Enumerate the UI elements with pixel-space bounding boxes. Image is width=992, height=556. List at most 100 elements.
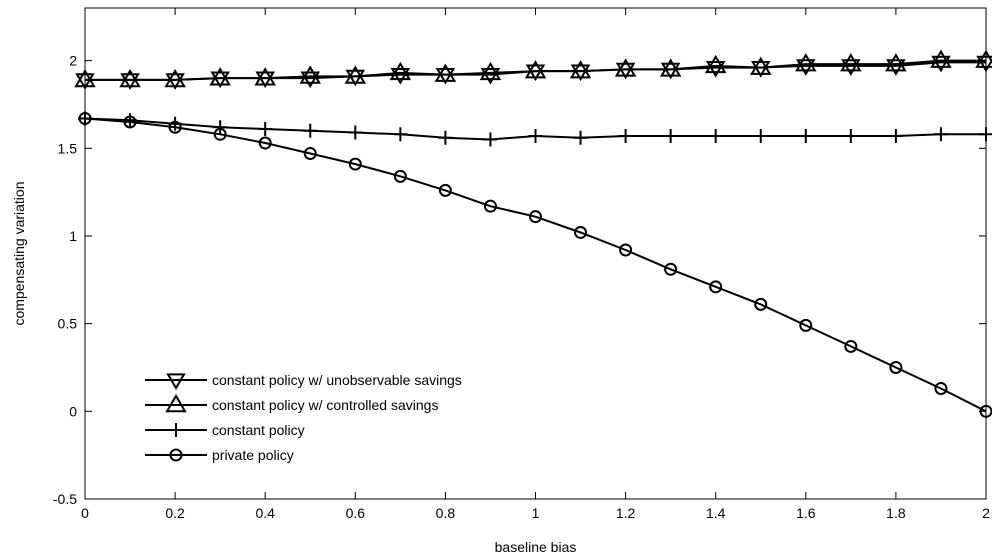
data-point-triangle-down [705,61,726,78]
data-point-triangle-down [480,68,501,85]
legend: constant policy w/ unobservable savings c… [145,372,462,463]
data-point-triangle-up [434,63,457,82]
data-point-triangle-up [164,68,186,88]
y-tick-label: 1 [69,228,77,244]
data-point-plus [798,129,813,144]
data-point-plus [303,123,318,138]
data-point-triangle-down [435,68,456,85]
data-point-circle [303,147,317,161]
data-point-circle [168,120,182,134]
data-point-triangle-up [119,68,141,88]
data-point-triangle-down [120,73,140,90]
series-markers [74,49,992,418]
legend-marker-triangle-up [165,394,187,413]
data-point-circle [709,280,723,294]
data-point-triangle-up [479,61,502,81]
data-point-triangle-up [299,65,321,84]
data-point-circle [348,157,362,171]
x-tick-label: 1.2 [616,505,636,521]
legend-marker-triangle-down [166,373,186,390]
data-point-circle [258,136,272,150]
data-point-circle [844,339,858,353]
y-tick-label: 2 [69,53,77,69]
x-tick-label: 0.8 [436,505,456,521]
data-point-plus [393,127,408,142]
data-point-circle [664,262,678,276]
data-point-plus [213,120,228,135]
data-point-circle [393,169,407,183]
data-point-triangle-down [300,71,320,89]
data-point-triangle-down [210,71,230,89]
data-point-triangle-up [659,58,682,77]
data-point-triangle-up [344,65,367,84]
y-axis-label: compensating variation [11,182,27,326]
data-point-triangle-down [525,64,546,82]
data-point-triangle-up [614,58,637,77]
data-point-triangle-up [885,53,907,72]
data-point-triangle-up [209,67,231,86]
data-point-plus [843,129,858,144]
data-point-circle [934,382,948,396]
series-line-circle [84,117,987,413]
x-tick-label: 0 [81,505,89,521]
data-point-triangle-down [390,68,411,85]
x-tick-label: 0.4 [255,505,275,521]
data-point-triangle-up [389,61,412,81]
data-point-circle [529,210,542,224]
data-point-circle [799,318,813,332]
data-point-plus [438,130,453,145]
data-point-triangle-up [795,53,817,72]
data-point-circle [438,183,452,197]
data-point-triangle-down [570,64,591,82]
data-point-circle [754,297,768,311]
data-point-plus [888,129,903,144]
data-point-triangle-down [886,59,906,76]
data-point-circle [619,243,633,257]
x-axis-label: baseline bias [495,539,577,555]
data-point-plus [708,129,723,144]
data-point-plus [753,129,768,144]
data-point-triangle-down [615,62,636,80]
data-point-plus [933,127,948,142]
data-point-triangle-down [255,71,275,89]
data-point-circle [123,115,137,129]
legend-label: private policy [212,447,294,463]
legend-label: constant policy w/ controlled savings [212,397,438,413]
data-point-circle [574,225,588,239]
data-point-triangle-up [524,60,547,79]
x-tick-label: 0.2 [165,505,185,521]
axis-ticks: 0 0.2 0.4 0.6 0.8 1 1.2 1.4 1.6 1.8 2-0.500.511.52 [53,8,990,521]
x-tick-label: 1 [532,505,540,521]
y-tick-label: 1.5 [58,140,78,156]
data-point-triangle-up [840,53,862,72]
data-point-plus [483,132,498,147]
legend-label: constant policy w/ unobservable savings [212,372,462,388]
data-point-plus [573,130,588,145]
data-point-circle [213,127,227,141]
data-point-plus [348,125,363,140]
data-point-triangle-down [165,73,185,90]
x-tick-label: 0.6 [346,505,366,521]
data-point-triangle-up [930,49,952,68]
x-tick-label: 1.4 [706,505,726,521]
y-tick-label: 0.5 [58,316,78,332]
x-tick-label: 1.8 [886,505,906,521]
legend-marker-circle [169,448,183,462]
data-point-plus [663,129,678,144]
data-point-triangle-up [569,60,592,79]
data-point-triangle-down [660,62,681,80]
data-point-triangle-up [254,67,276,86]
data-point-plus [618,129,633,144]
legend-label: constant policy [212,422,305,438]
data-point-triangle-down [796,59,816,76]
x-tick-label: 1.6 [796,505,816,521]
y-tick-label: 0 [69,403,77,419]
data-point-triangle-down [931,55,951,73]
data-point-triangle-up [704,54,727,74]
data-point-circle [889,360,903,374]
data-point-plus [528,129,543,144]
data-point-triangle-down [345,69,366,87]
y-tick-label: -0.5 [53,491,77,507]
